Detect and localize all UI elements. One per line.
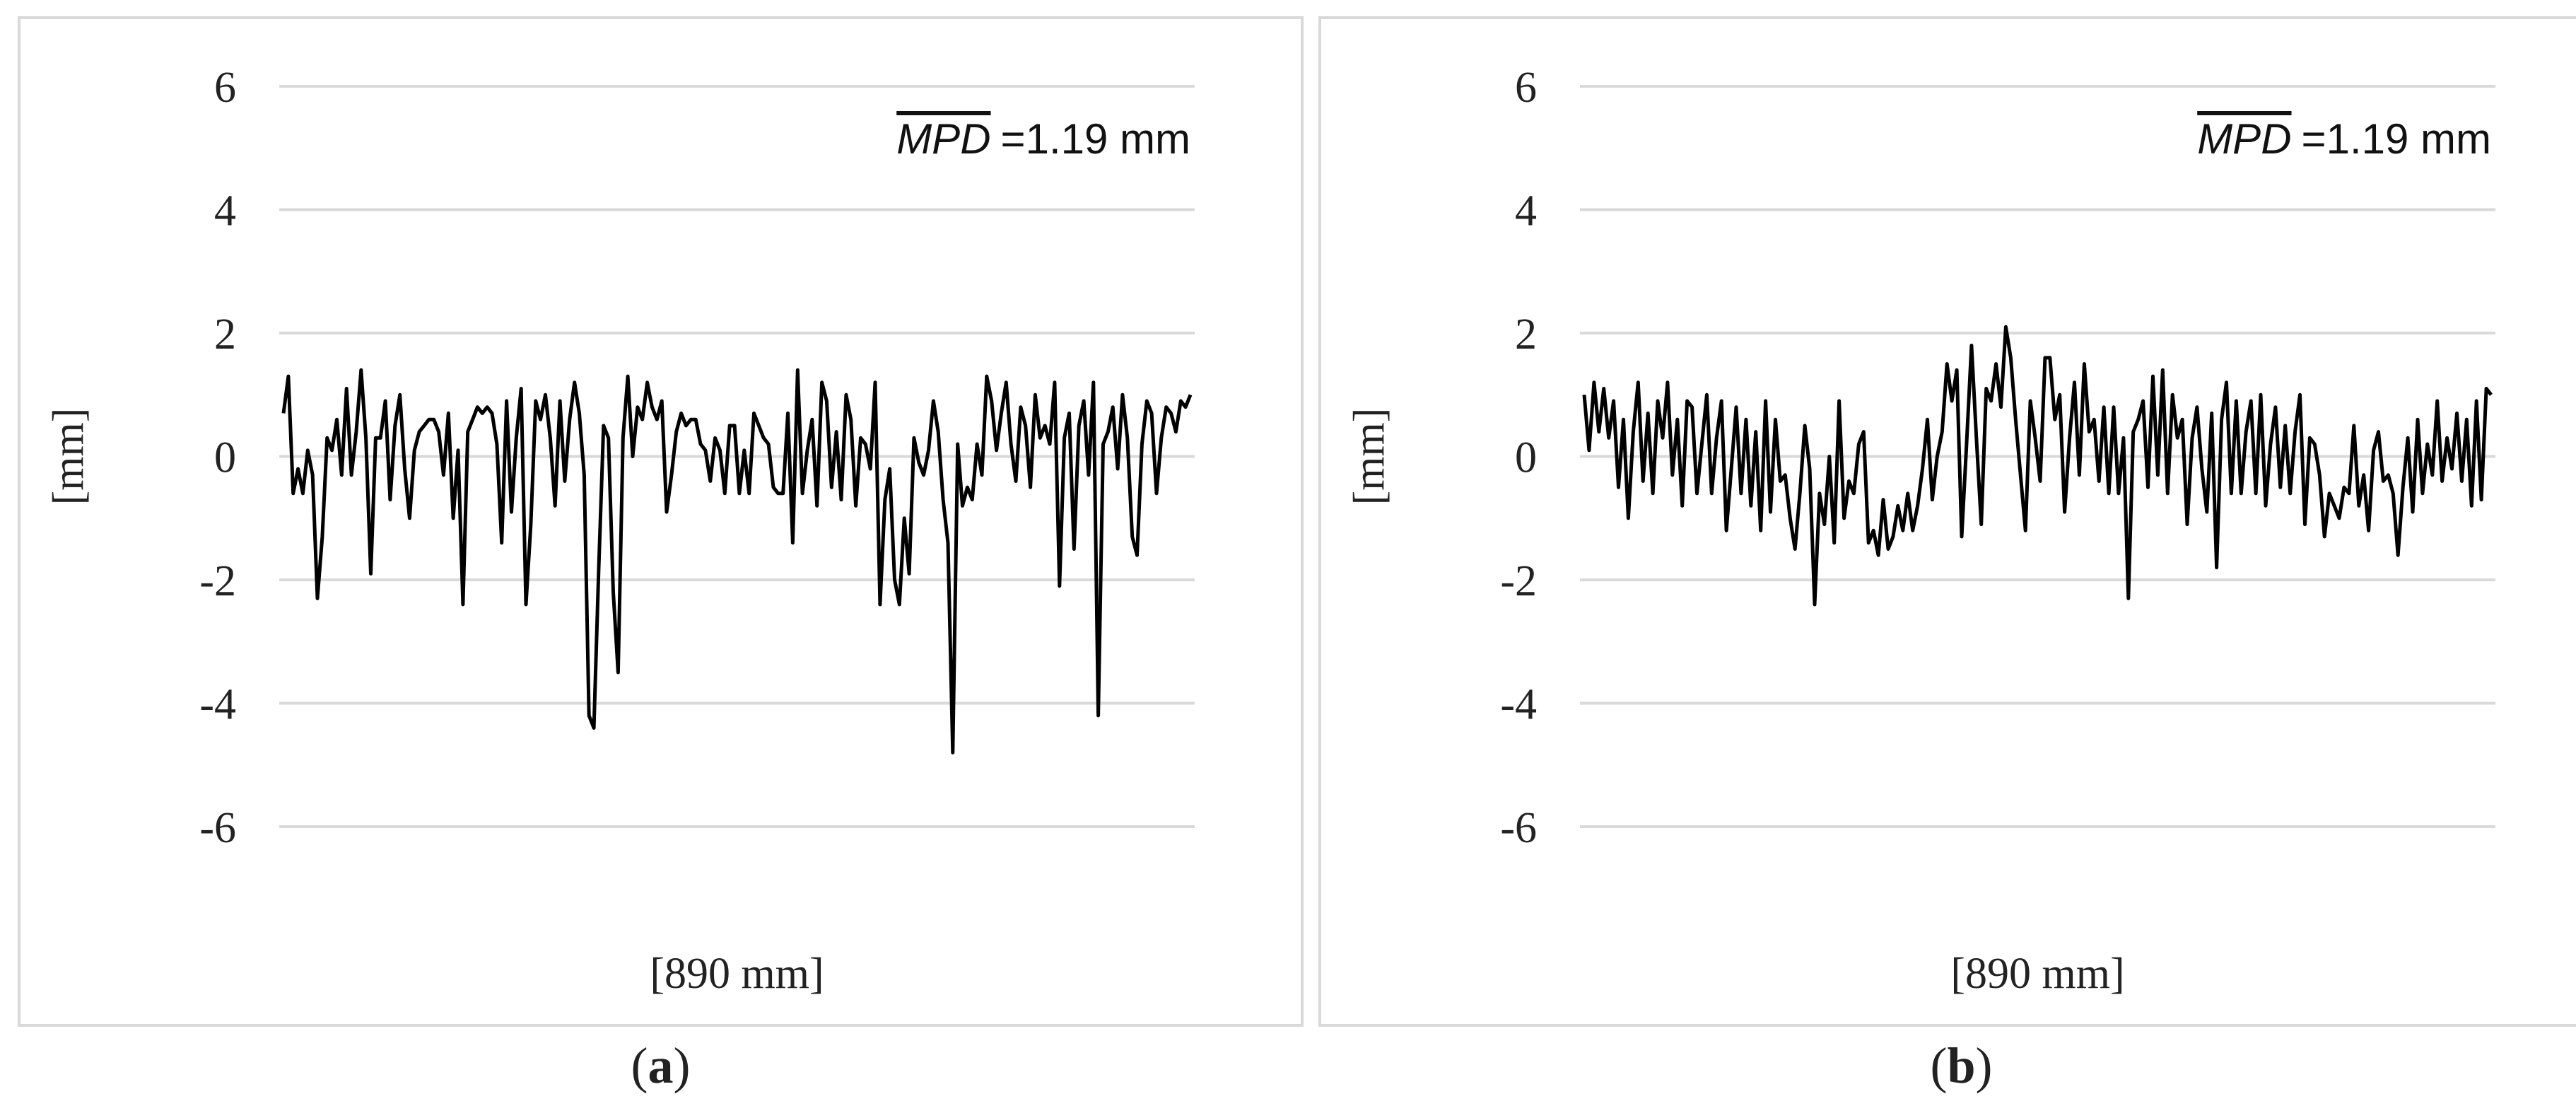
mpd-symbol: MPD	[896, 115, 990, 163]
y-tick-label: -6	[1500, 804, 1537, 852]
chart-panel-b: 6 4 2 0 -2 -4 -6 [mm] [890 mm] MPD =1.19 mm	[1318, 16, 2576, 1027]
y-tick-label: -6	[199, 804, 236, 852]
y-axis-label: [mm]	[1345, 408, 1393, 506]
y-tick-label: -2	[199, 557, 236, 605]
y-tick-label: 4	[214, 187, 236, 235]
caption-b-letter: b	[1947, 1037, 1976, 1094]
y-tick-label: -4	[199, 681, 236, 729]
chart-a: 6 4 2 0 -2 -4 -6 [mm] [890 mm] MPD =1.19 mm	[45, 64, 1195, 998]
chart-panel-a: 6 4 2 0 -2 -4 -6 [mm] [890 mm] MPD =1.19 mm	[18, 16, 1304, 1027]
y-tick-label: 6	[1515, 64, 1537, 112]
x-axis-label: [890 mm]	[1950, 950, 2124, 998]
y-tick-label: 2	[214, 310, 236, 359]
y-axis-label: [mm]	[45, 408, 93, 506]
y-tick-label: 4	[1515, 187, 1537, 235]
y-tick-label: 0	[214, 434, 236, 482]
series-line	[281, 368, 1193, 755]
mpd-symbol: MPD	[2197, 115, 2291, 163]
chart-b: 6 4 2 0 -2 -4 -6 [mm] [890 mm] MPD =1.19 mm	[1345, 64, 2495, 998]
mpd-value: =1.19 mm	[1001, 115, 1190, 163]
mpd-value: =1.19 mm	[2302, 115, 2491, 163]
mpd-annotation: MPD =1.19 mm	[2197, 115, 2491, 163]
caption-a-letter: a	[648, 1037, 674, 1094]
y-tick-label: 6	[214, 64, 236, 112]
y-tick-label: 2	[1515, 310, 1537, 359]
y-tick-label: -2	[1500, 557, 1537, 605]
caption-b: (b)	[1930, 1037, 1993, 1094]
y-tick-label: -4	[1500, 681, 1537, 729]
mpd-annotation: MPD =1.19 mm	[896, 115, 1190, 163]
series-line	[1582, 325, 2493, 607]
x-axis-label: [890 mm]	[650, 950, 824, 998]
caption-a: (a)	[631, 1037, 691, 1094]
y-tick-label: 0	[1515, 434, 1537, 482]
